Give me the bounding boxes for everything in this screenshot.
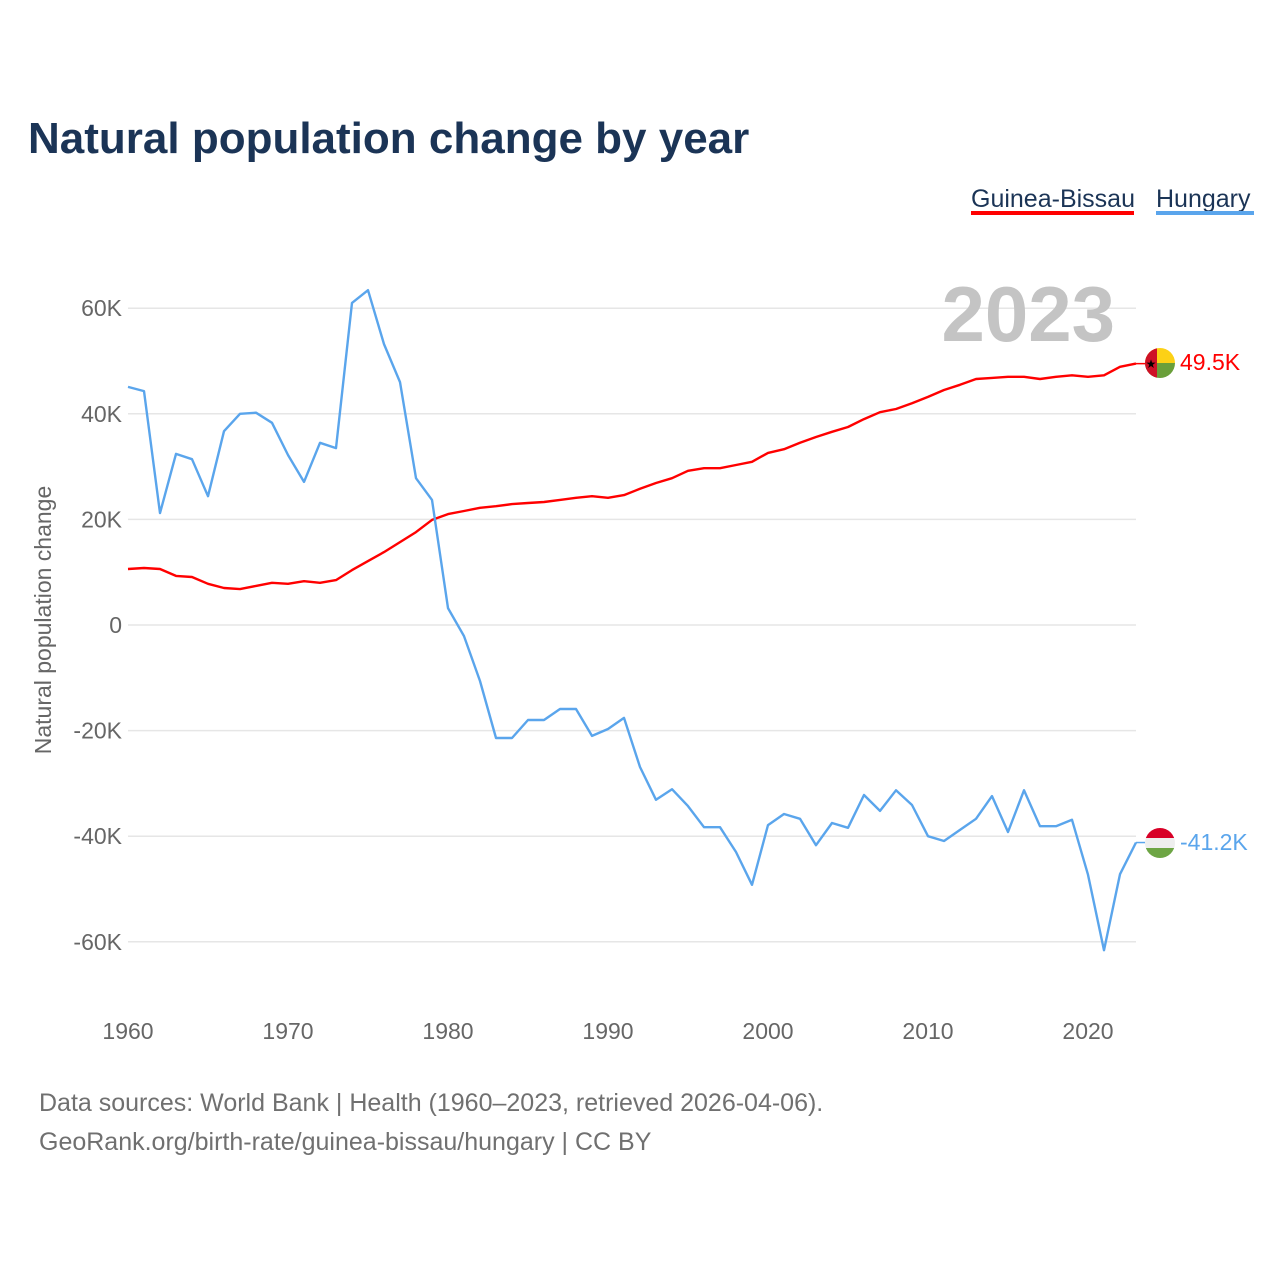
y-tick-label: -20K [73,718,122,744]
guinea-bissau-flag-icon: ★ [1145,348,1175,378]
y-tick-label: 0 [109,612,122,638]
y-tick-label: 20K [81,506,123,532]
series-line-guinea-bissau [127,362,1137,591]
x-tick-label: 1960 [102,1018,153,1044]
y-axis-ticks: -60K -40K -20K 0 20K 40K 60K [73,295,122,955]
gridlines [128,307,1136,943]
legend-item-guinea-bissau[interactable]: Guinea-Bissau [971,185,1135,215]
legend-item-hungary[interactable]: Hungary [1156,185,1254,215]
chart-title: Natural population change by year [28,114,749,163]
series-line-hungary [127,289,1138,952]
current-year-label: 2023 [941,270,1115,358]
x-tick-label: 2020 [1062,1018,1113,1044]
end-label-hungary: -41.2K [1180,829,1248,855]
legend-label-guinea-bissau[interactable]: Guinea-Bissau [971,185,1135,213]
legend-swatch-guinea-bissau [971,211,1134,215]
legend-swatch-hungary [1156,211,1254,215]
x-tick-label: 2010 [902,1018,953,1044]
footer-sources: Data sources: World Bank | Health (1960–… [39,1089,823,1117]
x-tick-label: 1990 [582,1018,633,1044]
footer-link[interactable]: GeoRank.org/birth-rate/guinea-bissau/hun… [39,1128,652,1156]
series-lines [127,289,1145,952]
x-tick-label: 1970 [262,1018,313,1044]
y-axis-title: Natural population change [30,486,56,755]
x-tick-label: 1980 [422,1018,473,1044]
x-tick-label: 2000 [742,1018,793,1044]
hungary-flag-icon [1145,828,1175,858]
legend-label-hungary[interactable]: Hungary [1156,185,1251,213]
y-tick-label: -40K [73,823,122,849]
x-axis-ticks: 1960 1970 1980 1990 2000 2010 2020 [102,1018,1113,1044]
end-label-guinea-bissau: 49.5K [1180,349,1241,375]
legend: Guinea-Bissau Hungary [971,185,1254,215]
y-tick-label: 60K [81,295,123,321]
y-tick-label: 40K [81,401,123,427]
y-tick-label: -60K [73,929,122,955]
svg-text:★: ★ [1146,357,1157,371]
